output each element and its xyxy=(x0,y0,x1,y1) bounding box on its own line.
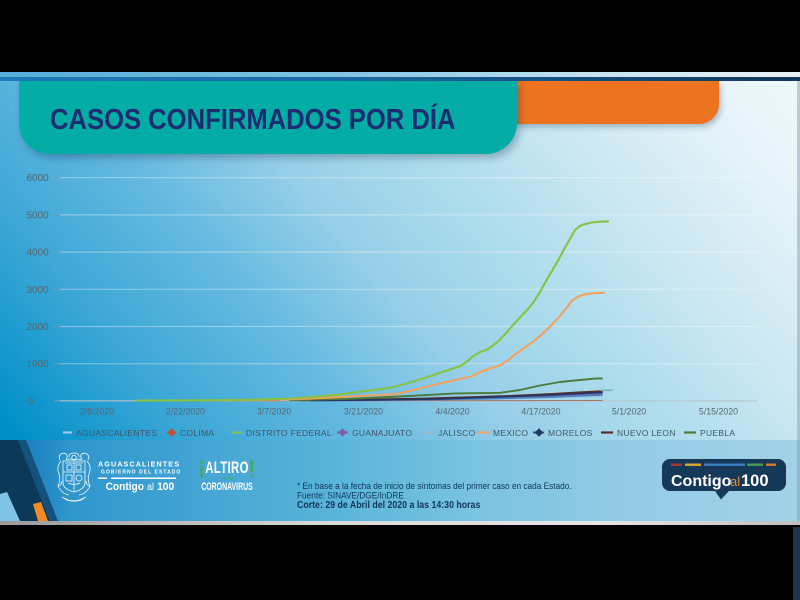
svg-text:2000: 2000 xyxy=(27,322,50,333)
svg-text:PUEBLA: PUEBLA xyxy=(700,428,735,438)
svg-text:4/4/2020: 4/4/2020 xyxy=(435,407,469,417)
svg-text:4000: 4000 xyxy=(27,248,50,259)
svg-text:100: 100 xyxy=(741,472,769,490)
svg-text:con el: con el xyxy=(221,476,233,481)
svg-text:MEXICO: MEXICO xyxy=(493,428,528,438)
svg-text:0: 0 xyxy=(28,396,34,407)
svg-text:100: 100 xyxy=(157,481,174,494)
svg-text:Fuente: SINAVE/DGE/InDRE: Fuente: SINAVE/DGE/InDRE xyxy=(297,490,404,501)
svg-text:2/22/2020: 2/22/2020 xyxy=(166,407,205,417)
svg-text:4/17/2020: 4/17/2020 xyxy=(521,407,560,417)
svg-text:GOBIERNO DEL ESTADO: GOBIERNO DEL ESTADO xyxy=(101,469,181,475)
svg-text:1000: 1000 xyxy=(27,359,50,370)
svg-text:5/15/2020: 5/15/2020 xyxy=(699,407,738,417)
svg-text:Contigo: Contigo xyxy=(671,473,732,490)
svg-text:3000: 3000 xyxy=(27,285,50,296)
svg-text:3/7/2020: 3/7/2020 xyxy=(257,407,291,417)
svg-text:al: al xyxy=(730,474,740,489)
svg-text:5/1/2020: 5/1/2020 xyxy=(612,407,646,417)
svg-text:NUEVO LEON: NUEVO LEON xyxy=(617,428,676,438)
svg-text:AGUASCALIENTES: AGUASCALIENTES xyxy=(98,459,180,468)
svg-text:5000: 5000 xyxy=(27,210,50,221)
svg-text:MORELOS: MORELOS xyxy=(548,428,593,438)
svg-text:DISTRITO FEDERAL: DISTRITO FEDERAL xyxy=(246,428,332,438)
svg-text:3/21/2020: 3/21/2020 xyxy=(344,407,383,417)
svg-text:Contigo: Contigo xyxy=(106,481,145,494)
svg-text:COLIMA: COLIMA xyxy=(180,428,214,438)
svg-text:ALTIRO: ALTIRO xyxy=(205,459,249,478)
svg-text:al: al xyxy=(147,482,154,494)
svg-text:6000: 6000 xyxy=(27,173,50,184)
svg-text:GUANAJUATO: GUANAJUATO xyxy=(352,428,412,438)
svg-text:* En base a la fecha de inicio: * En base a la fecha de inicio de síntom… xyxy=(297,481,572,492)
svg-text:CORONAVIRUS: CORONAVIRUS xyxy=(201,480,252,492)
svg-text:JALISCO: JALISCO xyxy=(438,428,476,438)
svg-text:Corte: 29 de Abril del 2020 a: Corte: 29 de Abril del 2020 a las 14:30 … xyxy=(297,498,480,510)
svg-text:AGUASCALIENTES: AGUASCALIENTES xyxy=(76,428,157,438)
svg-text:2/8/2020: 2/8/2020 xyxy=(80,407,114,417)
